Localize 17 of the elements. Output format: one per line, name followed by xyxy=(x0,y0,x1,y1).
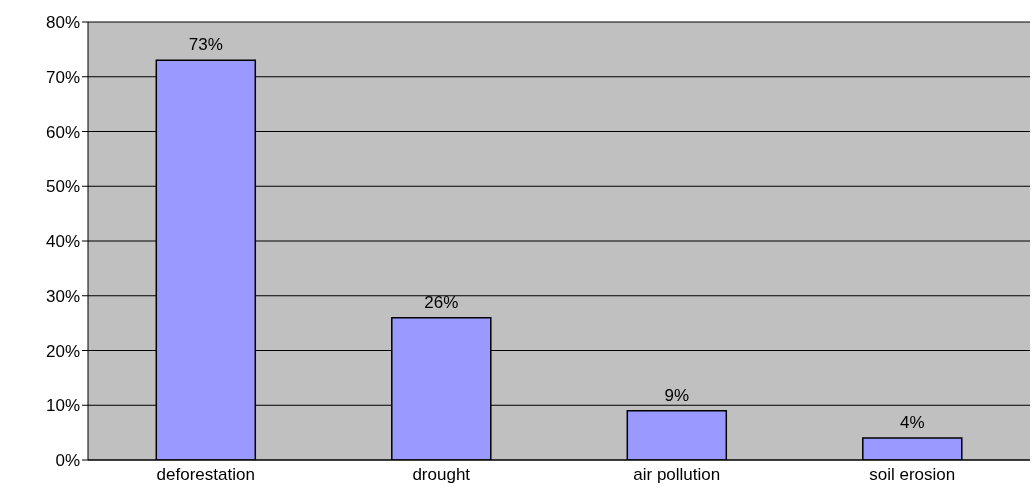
x-tick-label: air pollution xyxy=(633,465,721,485)
y-tick-label: 70% xyxy=(45,67,80,87)
y-tick-label: 20% xyxy=(45,341,80,361)
y-tick-label: 80% xyxy=(45,13,80,33)
y-tick-label: 40% xyxy=(45,232,80,252)
x-tick-label: deforestation xyxy=(156,465,255,485)
x-tick-label: soil erosion xyxy=(869,465,956,485)
data-label: 4% xyxy=(900,413,925,433)
data-label: 9% xyxy=(664,385,690,405)
x-tick-label: drought xyxy=(412,465,471,485)
y-tick-label: 10% xyxy=(45,396,80,416)
y-tick-label: 0% xyxy=(55,451,80,471)
y-tick-label: 50% xyxy=(45,177,80,197)
y-tick-label: 60% xyxy=(45,122,80,142)
y-tick-label: 30% xyxy=(45,286,80,306)
data-label: 73% xyxy=(188,35,223,55)
data-label: 26% xyxy=(424,292,459,312)
